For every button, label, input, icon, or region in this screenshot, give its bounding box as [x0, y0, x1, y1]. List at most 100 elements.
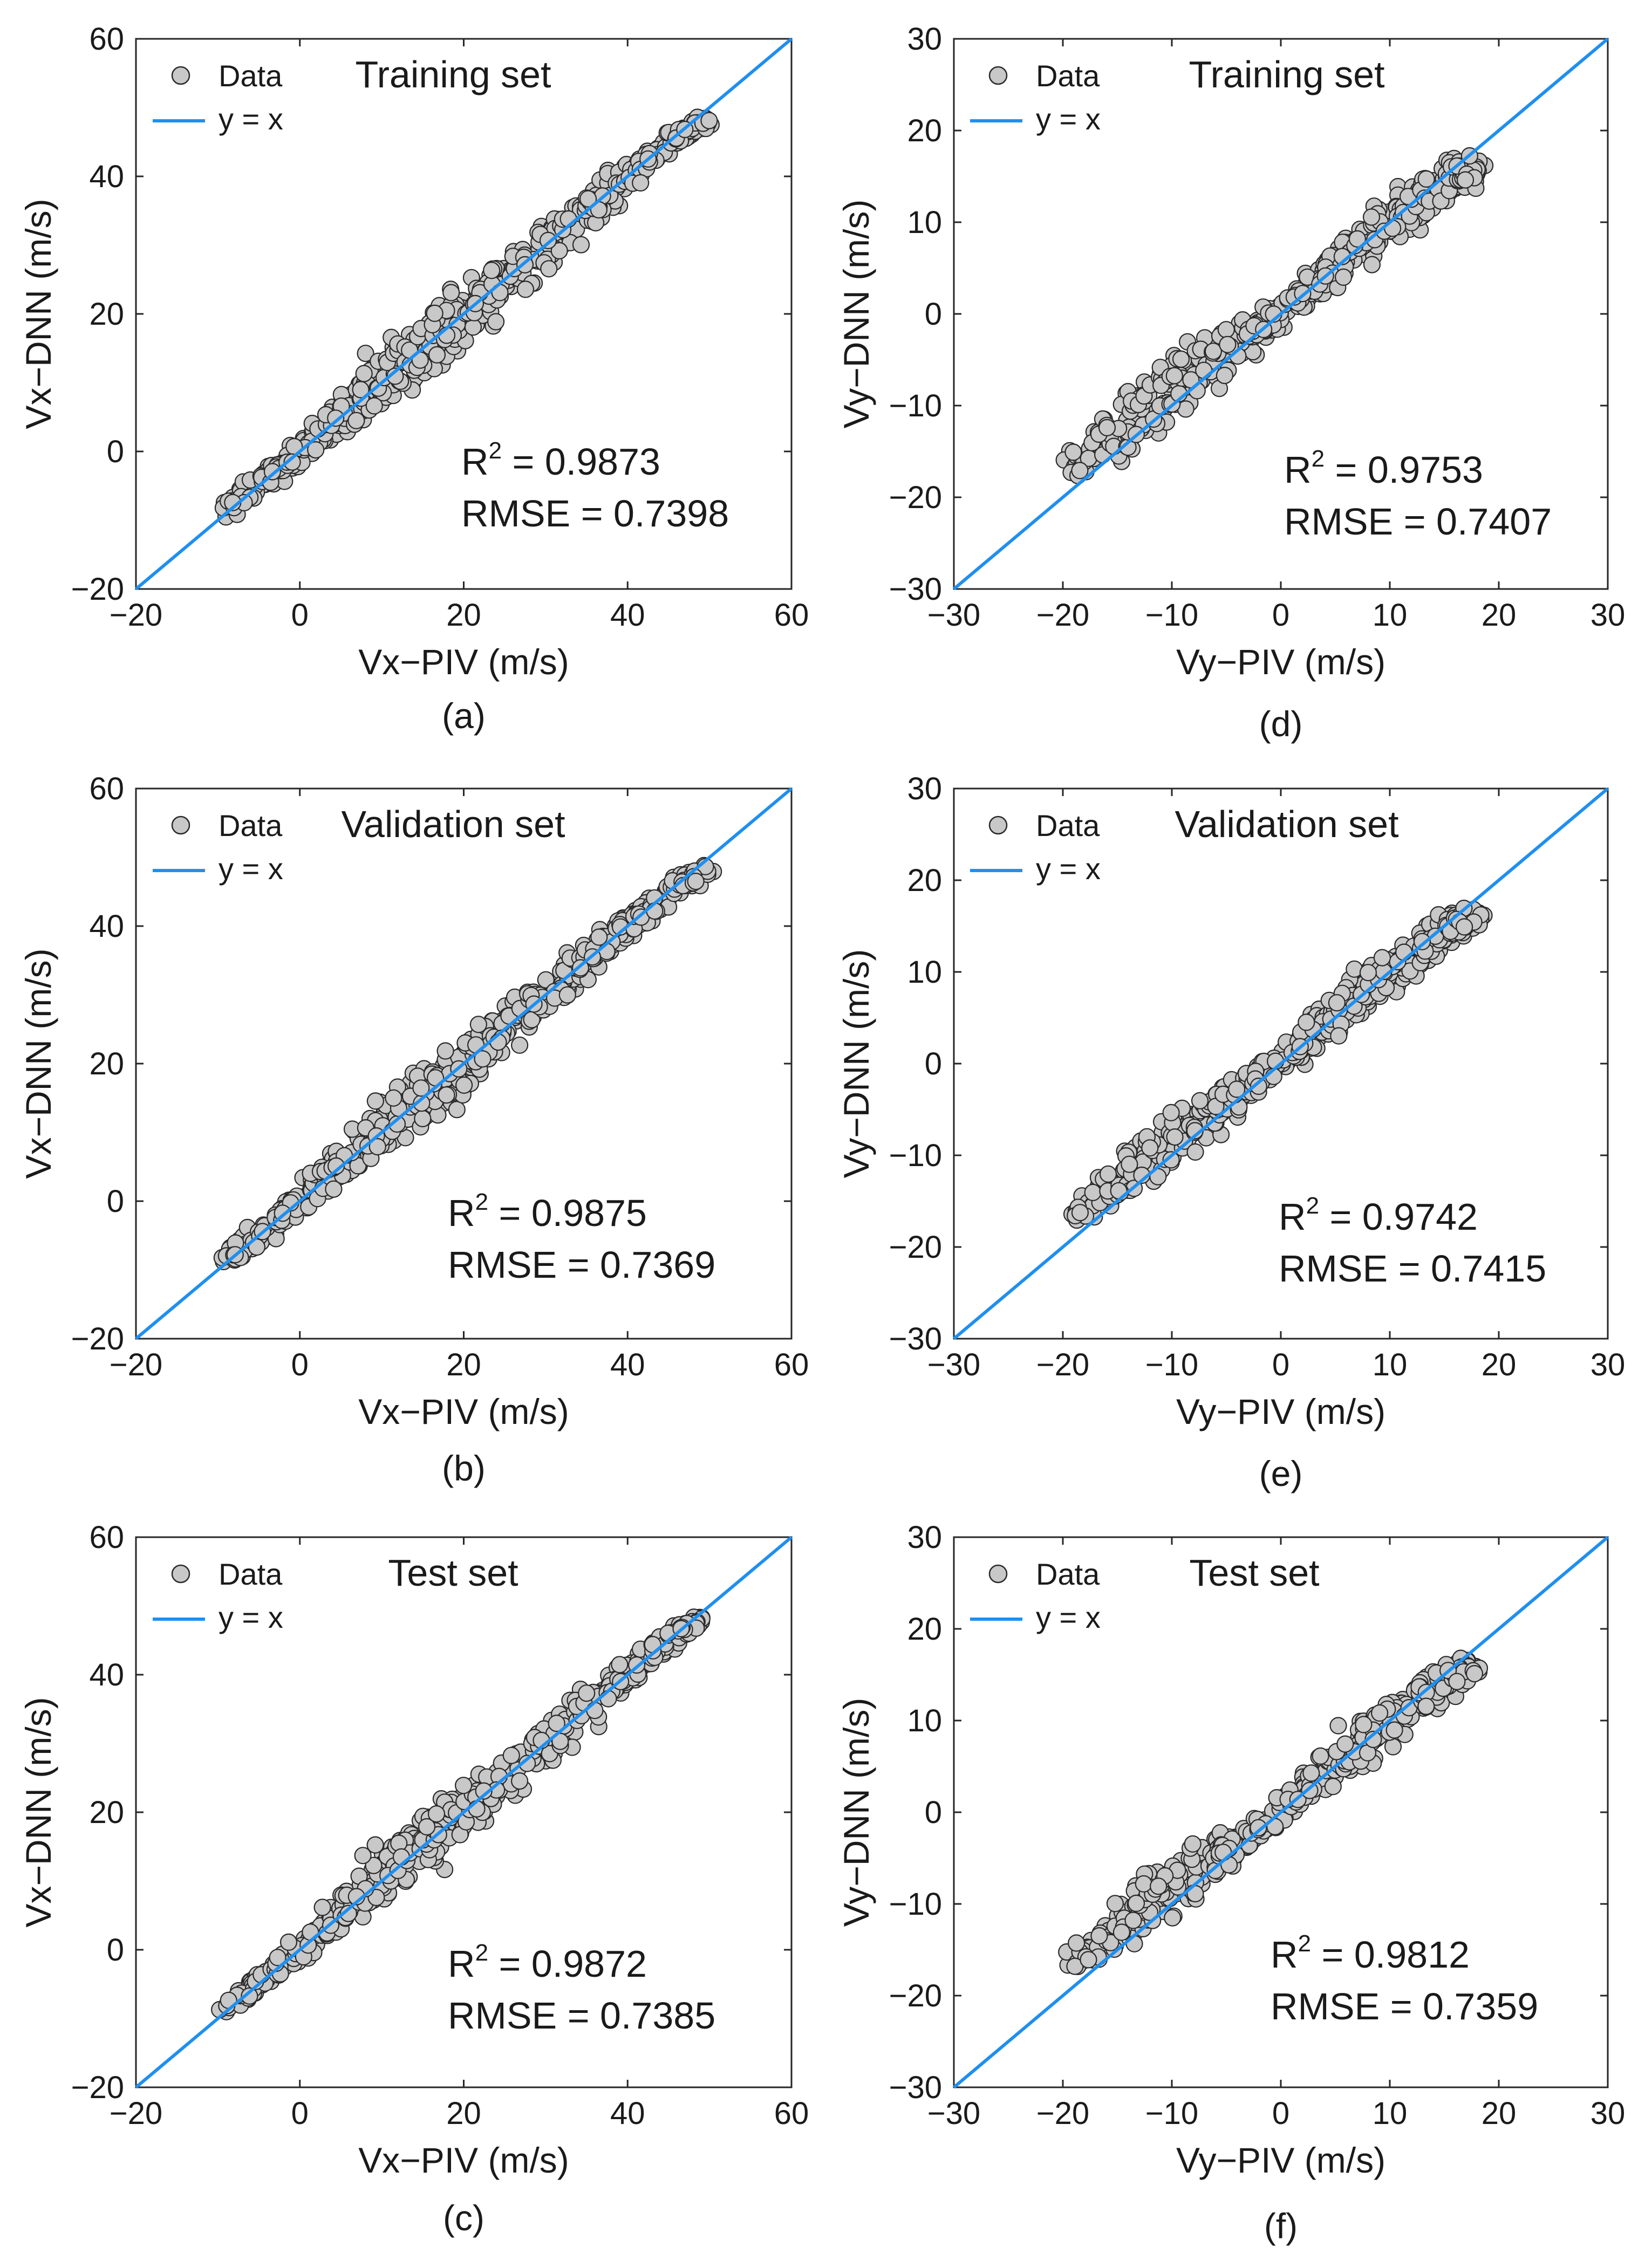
legend: Data y = x	[153, 1557, 283, 1634]
data-point	[1071, 462, 1089, 479]
y-tick-label: −30	[889, 1321, 942, 1356]
r2-symbol: R	[448, 1943, 475, 1985]
r2-symbol: R	[461, 441, 489, 483]
x-tick-label: −10	[1145, 2096, 1198, 2131]
data-point	[313, 1899, 331, 1916]
identity-line	[953, 1536, 1609, 2089]
data-point	[1219, 335, 1237, 353]
data-point	[442, 284, 460, 302]
data-point	[1384, 1738, 1402, 1756]
legend-line-label: y = x	[219, 1600, 283, 1634]
x-tick-label: 0	[1272, 598, 1289, 633]
x-tick-label: 10	[1373, 598, 1408, 633]
rmse-annotation: RMSE = 0.7359	[1271, 1985, 1538, 2027]
data-point	[1184, 1835, 1202, 1853]
data-point	[339, 1904, 357, 1922]
x-tick-label: 60	[774, 598, 809, 633]
data-point	[1330, 1027, 1348, 1045]
legend-data-label: Data	[219, 808, 283, 842]
x-axis-label: Vy−PIV (m/s)	[1176, 642, 1385, 682]
legend-data-label: Data	[219, 1557, 283, 1591]
data-point	[1204, 342, 1222, 360]
legend: Data y = x	[970, 59, 1101, 136]
data-point	[1127, 1894, 1145, 1912]
legend: Data y = x	[970, 808, 1101, 886]
data-point	[483, 262, 501, 279]
data-point	[279, 1933, 298, 1951]
r2-annotation: R2 = 0.9812	[1271, 1930, 1470, 1976]
data-point	[1448, 1673, 1466, 1690]
x-tick-label: −10	[1145, 598, 1198, 633]
data-point	[365, 397, 383, 415]
panel-caption: (c)	[443, 2198, 484, 2238]
y-tick-label: 20	[89, 1046, 124, 1081]
data-point	[1080, 1951, 1097, 1969]
x-tick-label: 40	[610, 598, 645, 633]
y-axis-label: Vy−DNN (m/s)	[836, 200, 876, 429]
y-tick-label: −30	[889, 572, 942, 607]
legend-line-label: y = x	[1036, 852, 1101, 886]
r2-superscript: 2	[489, 437, 502, 464]
data-point	[548, 1715, 565, 1732]
y-tick-label: 20	[907, 1612, 942, 1647]
data-point	[590, 928, 608, 946]
y-tick-label: −20	[71, 1321, 124, 1356]
identity-line	[135, 787, 793, 1340]
data-point	[448, 1101, 466, 1119]
data-point	[1150, 1878, 1168, 1895]
x-tick-label: 60	[774, 1347, 809, 1382]
y-tick-label: −10	[889, 1138, 942, 1173]
y-tick-label: 30	[907, 771, 942, 806]
y-tick-label: 20	[89, 297, 124, 332]
r2-value: = 0.9872	[488, 1943, 647, 1985]
data-point	[327, 409, 345, 427]
y-tick-label: 60	[89, 771, 124, 806]
x-tick-label: 0	[291, 598, 309, 633]
data-point	[1162, 1151, 1180, 1169]
x-tick-label: −20	[1036, 598, 1089, 633]
identity-line	[953, 787, 1609, 1340]
data-point	[412, 1079, 430, 1097]
data-point	[1164, 1909, 1182, 1927]
x-tick-label: 0	[291, 1347, 309, 1382]
data-point	[586, 1702, 604, 1719]
y-tick-label: 0	[107, 434, 124, 469]
data-point	[1324, 1778, 1342, 1796]
data-point	[426, 304, 443, 323]
r2-value: = 0.9812	[1311, 1934, 1470, 1976]
r2-superscript: 2	[475, 1940, 488, 1966]
data-point	[241, 1987, 258, 2005]
chart-panel-f: −30 −20 −10 0 10 20 30 −30 −20 −10 0 10 20 30 Vy−PIV (…	[836, 1520, 1625, 2246]
data-point	[454, 1777, 473, 1794]
data-point	[1106, 1895, 1124, 1913]
data-point	[1363, 256, 1381, 273]
data-point	[516, 280, 535, 298]
data-point	[1362, 208, 1381, 226]
y-tick-label: 60	[89, 1520, 124, 1555]
data-point	[1099, 1165, 1117, 1183]
y-tick-label: −20	[889, 1978, 942, 2013]
y-tick-label: −20	[889, 480, 942, 515]
panel-caption: (f)	[1264, 2206, 1298, 2246]
panel-caption: (b)	[442, 1448, 486, 1488]
x-tick-label: 10	[1373, 2096, 1408, 2131]
x-tick-label: −20	[1036, 2096, 1089, 2131]
legend-data-marker	[171, 1564, 190, 1584]
set-title: Validation set	[341, 803, 565, 845]
legend-data-label: Data	[1036, 1557, 1100, 1591]
legend-data-marker	[171, 66, 190, 85]
y-tick-label: 30	[907, 22, 942, 57]
data-point	[354, 1847, 372, 1865]
data-point	[599, 1690, 617, 1708]
x-tick-label: −30	[927, 1347, 980, 1382]
data-point	[352, 381, 370, 399]
r2-superscript: 2	[1298, 1930, 1311, 1957]
data-point	[1071, 1204, 1089, 1222]
x-tick-label: 30	[1591, 2096, 1626, 2131]
set-title: Test set	[388, 1552, 518, 1594]
y-tick-label: 0	[107, 1184, 124, 1219]
r2-symbol: R	[1271, 1934, 1298, 1976]
data-point	[455, 1076, 473, 1094]
legend-data-marker	[171, 816, 190, 835]
data-point	[269, 1949, 286, 1966]
